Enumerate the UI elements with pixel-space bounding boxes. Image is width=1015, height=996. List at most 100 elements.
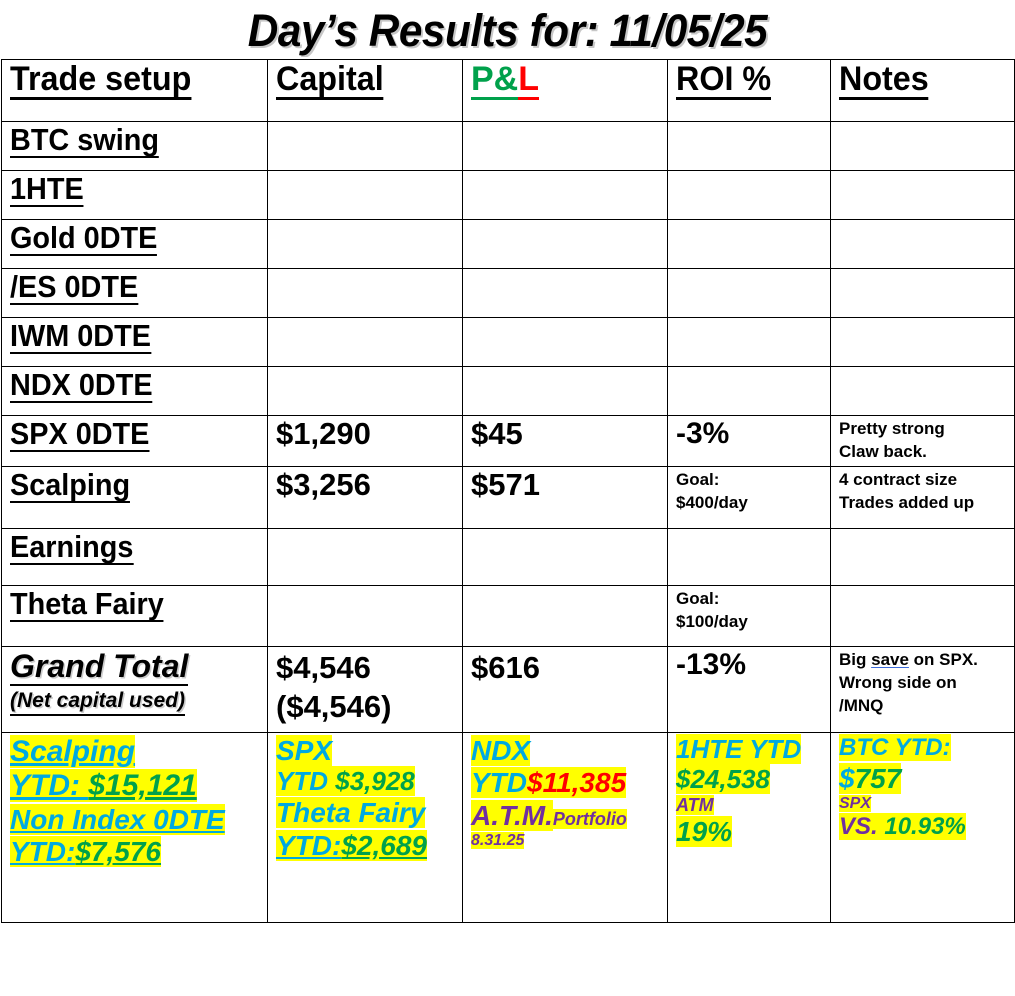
row-setup-cell: SPX 0DTE [1, 415, 268, 467]
row-notes-cell [830, 584, 1015, 647]
header-trade-setup: Trade setup [1, 59, 268, 122]
ytd-nonindex-ytd-value: $7,576 [75, 836, 161, 868]
ytd-scalping-ytd-label: YTD: [10, 769, 89, 803]
row-notes-line2: Trades added up [839, 492, 975, 512]
row-pl-cell [462, 219, 668, 269]
row-setup-label: SPX 0DTE [10, 416, 150, 452]
row-setup-label: BTC swing [10, 122, 159, 158]
ytd-btc-cell: BTC YTD: $757 SPX VS. 10.93% [830, 731, 1015, 923]
table-row: Theta Fairy Goal: $100/day [1, 584, 1015, 647]
row-capital-cell [267, 317, 463, 367]
grand-total-notes-line1: Big save on SPX. [839, 649, 1008, 672]
grand-total-notes-line3: /MNQ [839, 695, 884, 715]
row-roi-cell [667, 121, 831, 171]
ytd-spx-label: SPX [276, 734, 333, 766]
ytd-1hte-atm-value: 19% [676, 816, 733, 848]
ytd-1hte-value: $24,538 [676, 763, 770, 794]
ytd-atm-label: A.T.M. [471, 799, 553, 831]
row-setup-cell: 1HTE [1, 170, 268, 220]
row-roi-cell [667, 170, 831, 220]
ytd-1hte-cell: 1HTE YTD $24,538 ATM 19% [667, 731, 831, 923]
ytd-thetafairy-ytd-value: $2,689 [341, 829, 427, 861]
row-setup-cell: IWM 0DTE [1, 317, 268, 367]
table-row: 1HTE [1, 170, 1015, 220]
row-roi-cell [667, 366, 831, 416]
ytd-spx-ytd-value: $3,928 [335, 766, 415, 797]
grand-total-roi-cell: -13% [667, 645, 831, 733]
row-setup-label: /ES 0DTE [10, 269, 139, 305]
grand-total-row: Grand Total (Net capital used) $4,546 ($… [1, 645, 1015, 733]
ytd-thetafairy-ytd-label: YTD: [276, 829, 342, 861]
row-pl-cell: $571 [462, 465, 668, 529]
row-pl-cell: $45 [462, 415, 668, 467]
grand-total-net-capital: ($4,546) [276, 688, 392, 724]
ytd-btc-value: 757 [854, 762, 902, 794]
row-roi-goal-value: $100/day [676, 611, 748, 631]
ytd-1hte-atm-label: ATM [676, 795, 714, 816]
row-pl-cell [462, 268, 668, 318]
row-notes-cell: 4 contract size Trades added up [830, 465, 1015, 529]
row-notes-line2: Claw back. [839, 441, 927, 461]
row-capital-cell [267, 366, 463, 416]
grand-total-notes-line2: Wrong side on [839, 672, 957, 692]
notes-pre-text: Big [839, 649, 872, 669]
row-setup-label: Earnings [10, 528, 134, 565]
row-notes-line1: 4 contract size [839, 469, 958, 489]
header-capital: Capital [267, 59, 463, 122]
row-capital-cell [267, 268, 463, 318]
row-roi-goal-value: $400/day [676, 492, 748, 512]
header-roi-label: ROI % [676, 60, 772, 100]
row-capital-cell [267, 121, 463, 171]
row-pl-cell [462, 121, 668, 171]
ytd-scalping-cell: Scalping YTD: $15,121 Non Index 0DTE YTD… [1, 731, 268, 923]
table-row: SPX 0DTE $1,290 $45 -3% Pretty strong Cla… [1, 415, 1015, 467]
row-setup-cell: Scalping [1, 465, 268, 529]
row-setup-cell: BTC swing [1, 121, 268, 171]
ytd-spx-cell: SPX YTD $3,928 Theta Fairy YTD:$2,689 [267, 731, 463, 923]
row-capital-cell: $1,290 [267, 415, 463, 467]
ytd-btc-spx-label: SPX [839, 795, 872, 813]
row-notes-cell: Pretty strong Claw back. [830, 415, 1015, 467]
row-capital-cell [267, 584, 463, 647]
ytd-thetafairy-label: Theta Fairy [276, 797, 426, 829]
ytd-scalping-ytd-value: $15,121 [88, 769, 197, 803]
ytd-btc-vs-value: 10.93% [884, 813, 966, 841]
grand-total-sublabel: (Net capital used) [10, 690, 186, 717]
table-row: Gold 0DTE [1, 219, 1015, 269]
ytd-ndx-label: NDX [471, 734, 531, 766]
row-notes-cell [830, 170, 1015, 220]
row-capital-cell: $3,256 [267, 465, 463, 529]
row-setup-cell: /ES 0DTE [1, 268, 268, 318]
table-row: Earnings [1, 527, 1015, 586]
row-roi-cell: -3% [667, 415, 831, 467]
row-setup-label: 1HTE [10, 171, 84, 207]
row-pl-cell [462, 317, 668, 367]
table-header-row: Trade setup Capital P&L ROI % Notes [1, 59, 1015, 122]
row-roi-cell: Goal: $100/day [667, 584, 831, 647]
notes-save-link[interactable]: save [871, 649, 909, 669]
grand-total-capital-cell: $4,546 ($4,546) [267, 645, 463, 733]
row-notes-line1: Pretty strong [839, 419, 945, 438]
row-roi-cell [667, 317, 831, 367]
row-roi-goal-label: Goal: [676, 469, 720, 489]
row-pl-cell [462, 366, 668, 416]
grand-total-label-cell: Grand Total (Net capital used) [1, 645, 268, 733]
header-capital-label: Capital [276, 60, 384, 100]
header-roi: ROI % [667, 59, 831, 122]
row-roi-cell [667, 268, 831, 318]
grand-total-label: Grand Total [10, 649, 189, 687]
header-trade-setup-label: Trade setup [10, 60, 192, 100]
row-capital-cell [267, 170, 463, 220]
ytd-ndx-ytd-value: $11,385 [527, 767, 627, 799]
row-pl-cell [462, 584, 668, 647]
row-setup-cell: Earnings [1, 527, 268, 586]
table-row: /ES 0DTE [1, 268, 1015, 318]
header-pl-label-green: P& [471, 60, 519, 100]
grand-total-pl-cell: $616 [462, 645, 668, 733]
grand-total-capital: $4,546 [276, 649, 371, 685]
row-notes-cell [830, 527, 1015, 586]
table-row: Scalping $3,256 $571 Goal: $400/day 4 con… [1, 465, 1015, 529]
row-setup-cell: Gold 0DTE [1, 219, 268, 269]
page-title: Day’s Results for: 11/05/25 [247, 5, 768, 56]
row-capital-cell [267, 219, 463, 269]
